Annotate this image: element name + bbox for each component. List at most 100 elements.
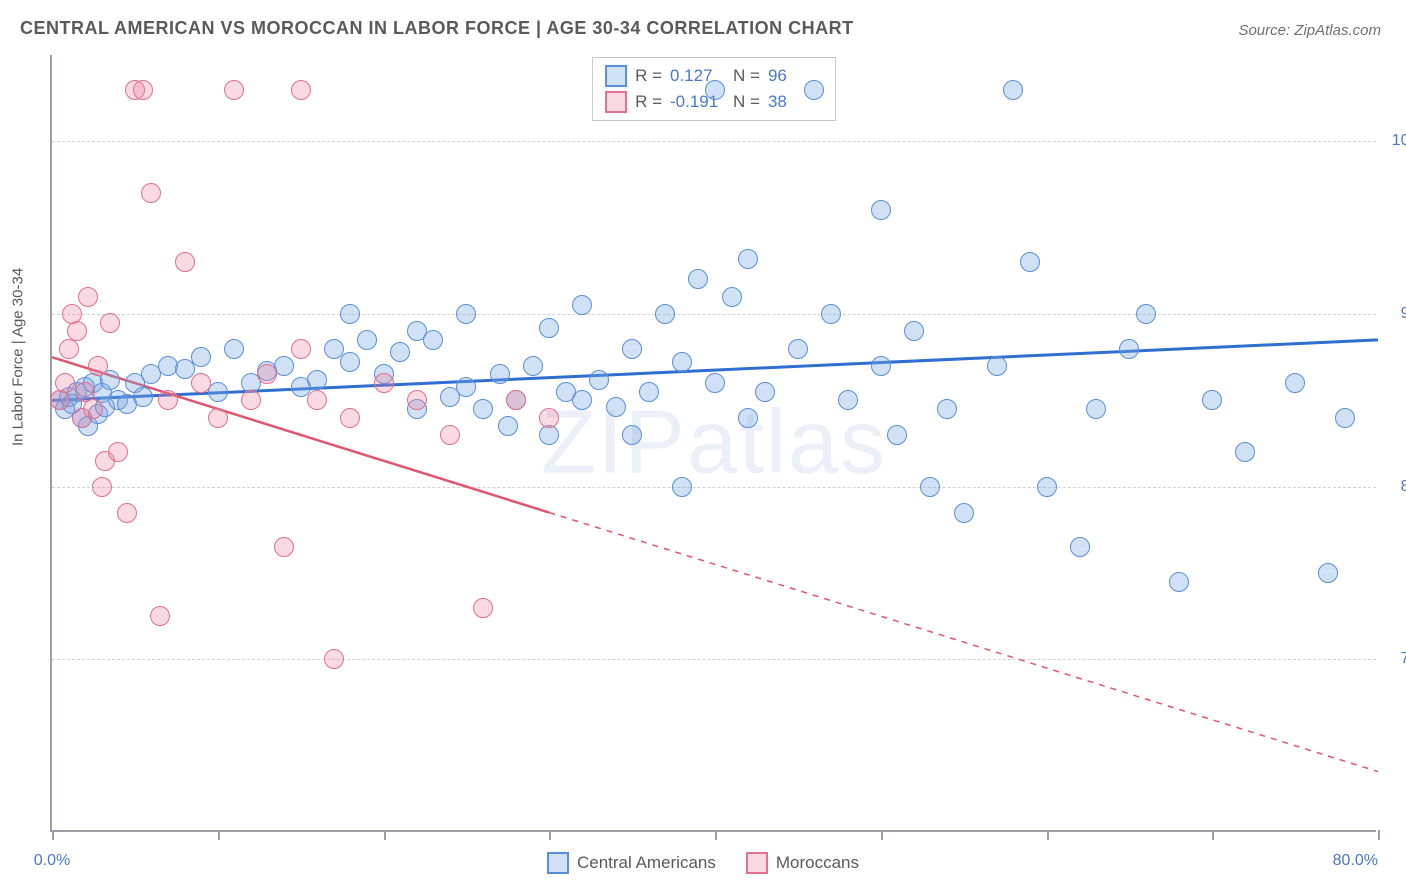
legend-label: Central Americans (577, 853, 716, 873)
data-point (83, 399, 103, 419)
data-point (78, 287, 98, 307)
y-tick-label: 90.0% (1401, 305, 1406, 323)
data-point (539, 425, 559, 445)
data-point (572, 295, 592, 315)
data-point (324, 649, 344, 669)
data-point (804, 80, 824, 100)
data-point (307, 370, 327, 390)
n-label: N = (733, 66, 760, 86)
legend-swatch (605, 65, 627, 87)
data-point (324, 339, 344, 359)
data-point (738, 249, 758, 269)
data-point (606, 397, 626, 417)
trendline-dashed (549, 513, 1378, 772)
data-point (133, 80, 153, 100)
data-point (291, 339, 311, 359)
data-point (224, 339, 244, 359)
x-tick (1047, 830, 1049, 840)
data-point (904, 321, 924, 341)
data-point (1169, 572, 1189, 592)
data-point (490, 364, 510, 384)
gridline (52, 487, 1376, 488)
x-tick (715, 830, 717, 840)
trendlines-layer (52, 55, 1378, 832)
data-point (257, 364, 277, 384)
data-point (1037, 477, 1057, 497)
data-point (954, 503, 974, 523)
x-tick (218, 830, 220, 840)
data-point (1318, 563, 1338, 583)
data-point (440, 425, 460, 445)
data-point (423, 330, 443, 350)
gridline (52, 141, 1376, 142)
data-point (150, 606, 170, 626)
data-point (887, 425, 907, 445)
x-tick-label: 80.0% (1333, 852, 1378, 870)
data-point (241, 390, 261, 410)
y-axis-label: In Labor Force | Age 30-34 (10, 268, 27, 446)
data-point (141, 183, 161, 203)
data-point (506, 390, 526, 410)
data-point (672, 352, 692, 372)
data-point (191, 373, 211, 393)
data-point (871, 200, 891, 220)
data-point (920, 477, 940, 497)
data-point (274, 537, 294, 557)
data-point (738, 408, 758, 428)
x-tick (881, 830, 883, 840)
gridline (52, 659, 1376, 660)
chart-plot-area: ZIPatlas R =0.127N =96R =-0.191N =38 70.… (50, 55, 1376, 832)
data-point (788, 339, 808, 359)
y-tick-label: 100.0% (1392, 132, 1406, 150)
data-point (1119, 339, 1139, 359)
series-legend: Central AmericansMoroccans (547, 852, 859, 874)
data-point (50, 390, 70, 410)
data-point (937, 399, 957, 419)
data-point (705, 80, 725, 100)
data-point (175, 252, 195, 272)
source-attribution: Source: ZipAtlas.com (1238, 22, 1381, 39)
data-point (473, 598, 493, 618)
data-point (1086, 399, 1106, 419)
x-tick (1212, 830, 1214, 840)
data-point (539, 318, 559, 338)
data-point (340, 304, 360, 324)
data-point (1335, 408, 1355, 428)
data-point (1202, 390, 1222, 410)
x-tick (549, 830, 551, 840)
data-point (456, 304, 476, 324)
data-point (158, 390, 178, 410)
x-tick (1378, 830, 1380, 840)
data-point (987, 356, 1007, 376)
data-point (498, 416, 518, 436)
data-point (1070, 537, 1090, 557)
data-point (1285, 373, 1305, 393)
legend-swatch (605, 91, 627, 113)
legend-item: Central Americans (547, 852, 716, 874)
data-point (191, 347, 211, 367)
data-point (821, 304, 841, 324)
data-point (307, 390, 327, 410)
data-point (523, 356, 543, 376)
data-point (473, 399, 493, 419)
data-point (622, 339, 642, 359)
data-point (340, 352, 360, 372)
data-point (88, 356, 108, 376)
data-point (407, 390, 427, 410)
watermark-text: ZIPatlas (541, 391, 887, 494)
data-point (456, 377, 476, 397)
x-tick-label: 0.0% (34, 852, 70, 870)
x-tick (384, 830, 386, 840)
x-tick (52, 830, 54, 840)
y-tick-label: 70.0% (1401, 650, 1406, 668)
data-point (1235, 442, 1255, 462)
data-point (639, 382, 659, 402)
data-point (655, 304, 675, 324)
data-point (67, 321, 87, 341)
data-point (871, 356, 891, 376)
data-point (572, 390, 592, 410)
data-point (108, 442, 128, 462)
data-point (1136, 304, 1156, 324)
data-point (1003, 80, 1023, 100)
data-point (672, 477, 692, 497)
